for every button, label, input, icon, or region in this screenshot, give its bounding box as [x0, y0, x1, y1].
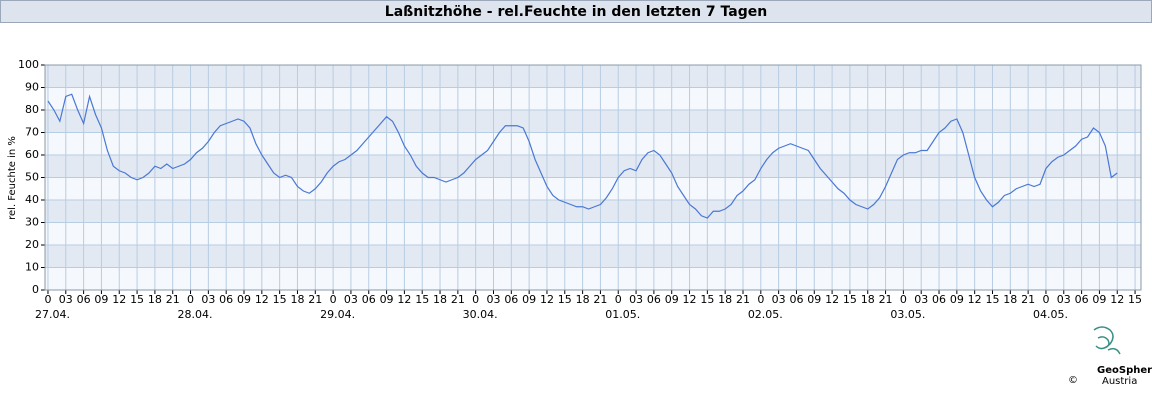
x-tick-label: 15 [273, 293, 287, 306]
x-tick-label: 0 [187, 293, 194, 306]
x-tick-label: 06 [219, 293, 233, 306]
chart-title: Laßnitzhöhe - rel.Feuchte in den letzten… [385, 4, 767, 20]
x-tick-label: 21 [593, 293, 607, 306]
x-tick-label: 09 [950, 293, 964, 306]
x-tick-label: 03 [629, 293, 643, 306]
x-tick-label: 15 [558, 293, 572, 306]
grid-band [45, 200, 1141, 223]
y-axis-label: rel. Feuchte in % [7, 136, 18, 220]
x-tick-label: 18 [290, 293, 304, 306]
x-tick-label: 0 [900, 293, 907, 306]
y-tick-label: 80 [25, 103, 39, 116]
y-tick-label: 90 [25, 81, 39, 94]
grid-band [45, 65, 1141, 88]
y-tick-label: 0 [32, 283, 39, 296]
x-tick-label: 21 [308, 293, 322, 306]
grid-band [45, 110, 1141, 133]
x-tick-label: 12 [683, 293, 697, 306]
x-tick-label: 0 [757, 293, 764, 306]
date-label: 30.04. [463, 308, 498, 321]
x-tick-label: 12 [112, 293, 126, 306]
x-tick-label: 21 [166, 293, 180, 306]
date-label: 02.05. [748, 308, 783, 321]
x-tick-label: 09 [380, 293, 394, 306]
x-tick-label: 15 [1128, 293, 1142, 306]
grid-band [45, 245, 1141, 268]
x-tick-label: 15 [985, 293, 999, 306]
x-tick-label: 09 [665, 293, 679, 306]
y-tick-label: 70 [25, 126, 39, 139]
x-tick-label: 15 [700, 293, 714, 306]
date-label: 27.04. [35, 308, 70, 321]
x-tick-label: 0 [44, 293, 51, 306]
x-tick-label: 18 [718, 293, 732, 306]
x-tick-label: 03 [486, 293, 500, 306]
x-tick-label: 03 [344, 293, 358, 306]
grid-band [45, 155, 1141, 178]
date-label: 29.04. [320, 308, 355, 321]
date-label: 01.05. [605, 308, 640, 321]
date-label: 03.05. [890, 308, 925, 321]
x-tick-label: 0 [1042, 293, 1049, 306]
humidity-line [47, 93, 1118, 219]
x-tick-label: 21 [1021, 293, 1035, 306]
x-tick-label: 06 [932, 293, 946, 306]
x-tick-label: 06 [77, 293, 91, 306]
x-tick-label: 15 [130, 293, 144, 306]
x-tick-label: 12 [255, 293, 269, 306]
x-tick-label: 18 [433, 293, 447, 306]
x-tick-label: 21 [736, 293, 750, 306]
x-tick-label: 03 [201, 293, 215, 306]
x-tick-label: 09 [94, 293, 108, 306]
x-tick-label: 15 [843, 293, 857, 306]
logo [1093, 326, 1121, 355]
date-label: 28.04. [178, 308, 213, 321]
date-label: 04.05. [1033, 308, 1068, 321]
x-tick-label: 18 [148, 293, 162, 306]
x-tick-label: 03 [1057, 293, 1071, 306]
x-tick-label: 12 [968, 293, 982, 306]
x-tick-label: 12 [825, 293, 839, 306]
x-tick-label: 18 [576, 293, 590, 306]
y-tick-label: 20 [25, 238, 39, 251]
x-tick-label: 03 [914, 293, 928, 306]
x-tick-label: 06 [647, 293, 661, 306]
x-tick-label: 03 [772, 293, 786, 306]
x-tick-label: 18 [1003, 293, 1017, 306]
x-tick-label: 12 [1110, 293, 1124, 306]
y-tick-label: 100 [18, 58, 39, 71]
x-tick-label: 09 [807, 293, 821, 306]
plot-border [44, 64, 1142, 291]
copyright: © [1068, 375, 1078, 386]
y-tick-label: 30 [25, 216, 39, 229]
x-tick-label: 0 [472, 293, 479, 306]
x-tick-label: 03 [59, 293, 73, 306]
x-tick-label: 21 [451, 293, 465, 306]
x-tick-label: 12 [397, 293, 411, 306]
y-tick-label: 60 [25, 148, 39, 161]
x-tick-label: 09 [1092, 293, 1106, 306]
logo-name: GeoSphere [1097, 365, 1152, 376]
x-tick-label: 18 [861, 293, 875, 306]
x-tick-label: 06 [504, 293, 518, 306]
y-tick-label: 10 [25, 261, 39, 274]
x-tick-label: 12 [540, 293, 554, 306]
y-tick-label: 50 [25, 171, 39, 184]
x-tick-label: 0 [615, 293, 622, 306]
x-tick-label: 15 [415, 293, 429, 306]
logo-sub: Austria [1102, 376, 1137, 387]
x-tick-label: 09 [237, 293, 251, 306]
x-tick-label: 09 [522, 293, 536, 306]
y-tick-label: 40 [25, 193, 39, 206]
x-tick-label: 06 [789, 293, 803, 306]
x-tick-label: 06 [1075, 293, 1089, 306]
x-tick-label: 21 [879, 293, 893, 306]
x-tick-label: 0 [330, 293, 337, 306]
x-tick-label: 06 [362, 293, 376, 306]
